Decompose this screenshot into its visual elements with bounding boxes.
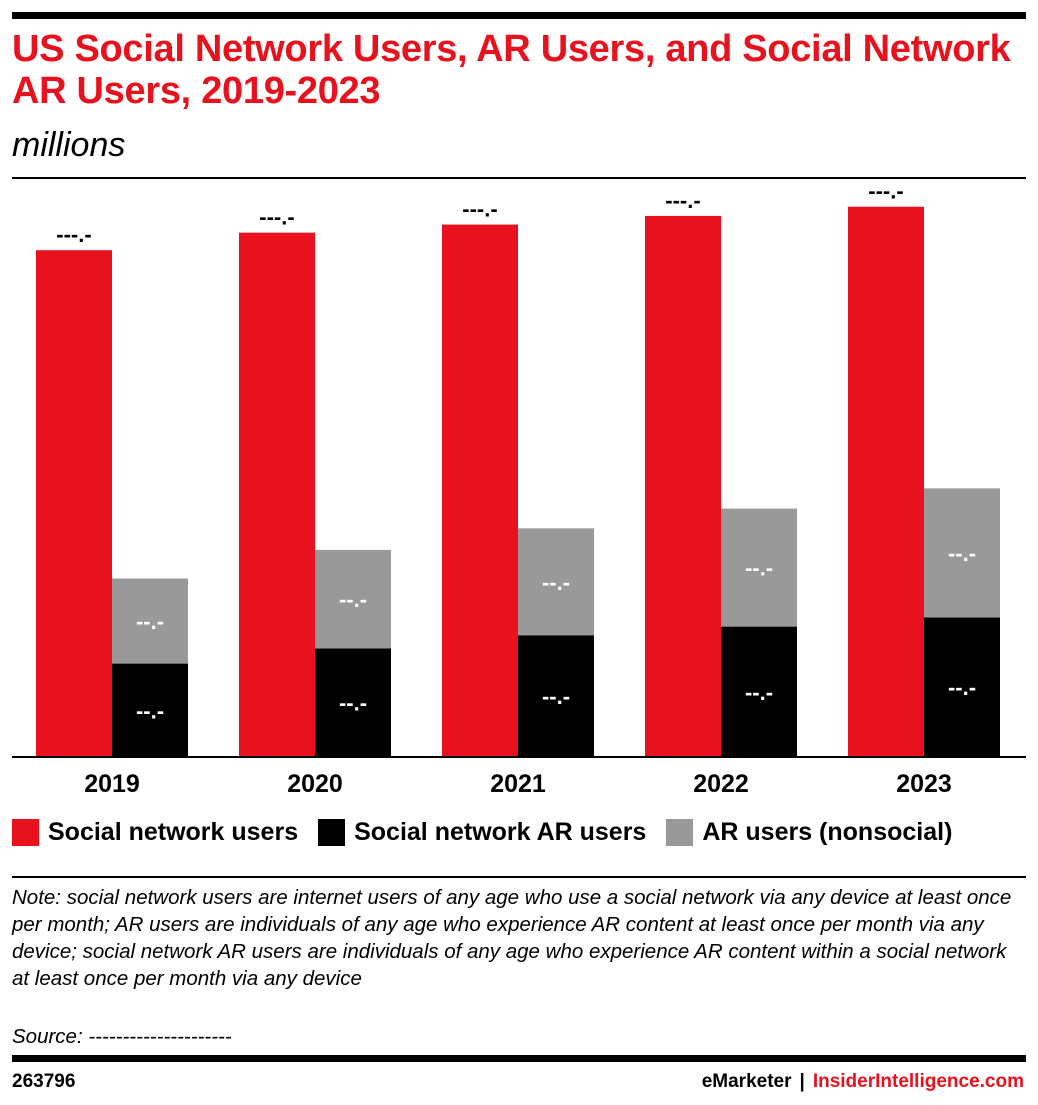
legend-item-social-network-users: Social network users xyxy=(12,818,298,847)
bar-ar-users-nonsocial-2019 xyxy=(112,578,188,664)
chart-data-labels: ---.- --.- --.- ---.- --.- --.- ---.- --.- --.- -… xyxy=(56,180,976,723)
data-label-social-network-users-2023: ---.- xyxy=(868,180,903,204)
data-label-ar-users-nonsocial-2021: --.- xyxy=(542,570,570,595)
x-tick-label-2019: 2019 xyxy=(84,770,140,798)
data-label-social-network-ar-users-2019: --.- xyxy=(136,698,164,723)
brand-insider-intelligence: InsiderIntelligence.com xyxy=(812,1071,1024,1092)
bar-social-network-users-2022 xyxy=(645,215,721,758)
data-label-social-network-ar-users-2022: --.- xyxy=(745,680,773,705)
bar-social-network-users-2023 xyxy=(848,206,924,758)
bar-social-network-ar-users-2023 xyxy=(924,617,1000,757)
legend-item-ar-users-nonsocial: AR users (nonsocial) xyxy=(666,818,952,847)
notes-divider xyxy=(12,876,1026,878)
bar-ar-users-nonsocial-2022 xyxy=(721,508,797,627)
chart-title: US Social Network Users, AR Users, and S… xyxy=(12,28,1011,112)
data-label-social-network-users-2021: ---.- xyxy=(462,197,497,222)
chart-source: Source: --------------------- xyxy=(12,1025,232,1048)
data-label-ar-users-nonsocial-2019: --.- xyxy=(136,609,164,634)
chart-note: Note: social network users are internet … xyxy=(12,886,1012,990)
data-label-social-network-users-2020: ---.- xyxy=(259,205,294,230)
x-tick-label-2023: 2023 xyxy=(896,770,952,798)
bar-social-network-users-2019 xyxy=(36,250,112,757)
chart-subtitle: millions xyxy=(12,126,126,164)
chart-bars xyxy=(36,206,1000,758)
data-label-ar-users-nonsocial-2020: --.- xyxy=(339,587,367,612)
bar-social-network-users-2020 xyxy=(239,232,315,757)
legend-label-social-network-users: Social network users xyxy=(48,818,299,846)
header-divider xyxy=(12,177,1026,179)
legend-label-social-network-ar-users: Social network AR users xyxy=(354,818,647,846)
bar-ar-users-nonsocial-2023 xyxy=(924,488,1000,618)
data-label-social-network-users-2019: ---.- xyxy=(56,222,91,247)
legend-swatch-social-network-users xyxy=(12,819,39,846)
data-label-social-network-ar-users-2023: --.- xyxy=(948,675,976,700)
bar-social-network-ar-users-2019 xyxy=(112,663,188,757)
data-label-social-network-ar-users-2020: --.- xyxy=(339,691,367,716)
chart-id: 263796 xyxy=(12,1071,76,1092)
bar-social-network-ar-users-2021 xyxy=(518,635,594,757)
x-tick-label-2021: 2021 xyxy=(490,770,546,798)
bar-ar-users-nonsocial-2020 xyxy=(315,549,391,649)
footer-brand: eMarketer | InsiderIntelligence.com xyxy=(702,1071,1024,1093)
footer-rule xyxy=(12,1055,1026,1062)
legend-item-social-network-ar-users: Social network AR users xyxy=(318,818,646,847)
bar-social-network-users-2021 xyxy=(442,224,518,757)
bar-chart: ---.- --.- --.- ---.- --.- --.- ---.- --.- --.- -… xyxy=(12,180,1026,798)
bar-social-network-ar-users-2020 xyxy=(315,648,391,757)
x-tick-label-2020: 2020 xyxy=(287,770,343,798)
data-label-ar-users-nonsocial-2023: --.- xyxy=(948,541,976,566)
x-tick-label-2022: 2022 xyxy=(693,770,749,798)
data-label-ar-users-nonsocial-2022: --.- xyxy=(745,556,773,581)
data-label-social-network-users-2022: ---.- xyxy=(665,188,700,213)
legend: Social network users Social network AR u… xyxy=(12,818,1026,847)
bar-ar-users-nonsocial-2021 xyxy=(518,528,594,636)
brand-emarketer: eMarketer xyxy=(701,1071,792,1092)
x-axis-ticks: 2019 2020 2021 2022 2023 xyxy=(84,770,952,798)
legend-swatch-ar-users-nonsocial xyxy=(666,819,694,846)
data-label-social-network-ar-users-2021: --.- xyxy=(542,684,570,709)
legend-swatch-social-network-ar-users xyxy=(318,819,346,846)
legend-label-ar-users-nonsocial: AR users (nonsocial) xyxy=(702,818,953,846)
top-rule xyxy=(12,12,1026,19)
brand-separator: | xyxy=(799,1071,805,1092)
bar-social-network-ar-users-2022 xyxy=(721,626,797,757)
